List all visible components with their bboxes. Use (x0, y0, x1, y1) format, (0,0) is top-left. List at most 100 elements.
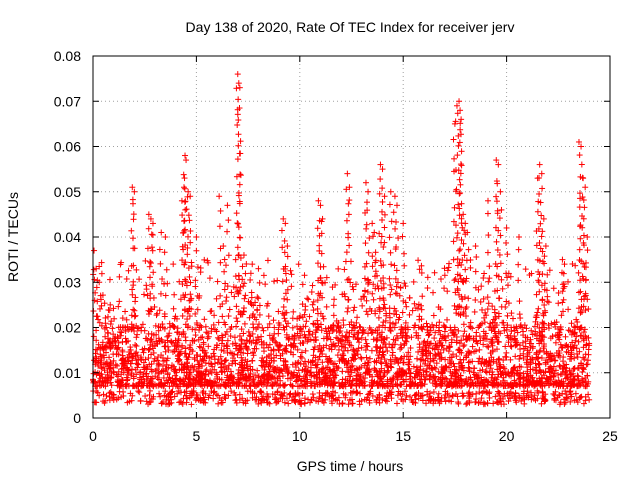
data-point (247, 276, 254, 283)
data-point (369, 220, 376, 227)
data-point (150, 269, 157, 276)
data-point (105, 330, 112, 337)
data-point (90, 333, 97, 340)
data-point (455, 142, 462, 149)
data-point (472, 243, 479, 250)
data-point (581, 293, 588, 300)
data-point (450, 256, 457, 263)
y-tick-label: 0.07 (54, 93, 81, 109)
data-point (381, 224, 388, 231)
data-point (252, 340, 259, 347)
data-point (157, 260, 164, 267)
data-point (287, 341, 294, 348)
data-point (339, 368, 346, 375)
data-point (378, 208, 385, 215)
data-point (386, 201, 393, 208)
data-point (309, 282, 316, 289)
data-point (222, 280, 229, 287)
data-point (288, 283, 295, 290)
y-axis-title: ROTI / TECUs (5, 192, 21, 282)
data-point (141, 291, 148, 298)
data-point (552, 339, 559, 346)
data-point (472, 268, 479, 275)
data-point (363, 221, 370, 228)
data-point (580, 354, 587, 361)
data-point (364, 199, 371, 206)
data-point (331, 343, 338, 350)
data-point (493, 193, 500, 200)
data-point (372, 268, 379, 275)
data-point (515, 261, 522, 268)
data-point (228, 289, 235, 296)
data-point (378, 329, 385, 336)
data-point (372, 249, 379, 256)
chart-title: Day 138 of 2020, Rate Of TEC Index for r… (186, 19, 515, 35)
data-point (427, 390, 434, 397)
data-point (500, 364, 507, 371)
data-point (360, 326, 367, 333)
data-point (403, 392, 410, 399)
data-point (180, 171, 187, 178)
data-point (411, 300, 418, 307)
data-point (420, 357, 427, 364)
data-point (556, 362, 563, 369)
data-point (515, 277, 522, 284)
data-point (234, 220, 241, 227)
data-point (504, 251, 511, 258)
data-point (236, 150, 243, 157)
data-point (481, 270, 488, 277)
data-point (279, 244, 286, 251)
data-point (538, 355, 545, 362)
data-point (406, 365, 413, 372)
data-point (387, 249, 394, 256)
data-point (201, 256, 208, 263)
data-point (158, 400, 165, 407)
data-point (302, 334, 309, 341)
data-point (233, 315, 240, 322)
data-point (100, 391, 107, 398)
data-point (125, 267, 132, 274)
data-point (441, 323, 448, 330)
data-point (582, 184, 589, 191)
data-point (180, 218, 187, 225)
data-point (580, 232, 587, 239)
data-point (454, 262, 461, 269)
data-point (394, 335, 401, 342)
data-point (194, 264, 201, 271)
data-point (369, 263, 376, 270)
data-point (507, 356, 514, 363)
data-point (378, 233, 385, 240)
data-point (225, 217, 232, 224)
data-point (247, 382, 254, 389)
data-point (392, 290, 399, 297)
y-tick-label: 0.03 (54, 274, 81, 290)
data-point (130, 306, 137, 313)
data-point (217, 259, 224, 266)
data-point (289, 324, 296, 331)
data-point (213, 295, 220, 302)
data-point (581, 356, 588, 363)
data-point (391, 193, 398, 200)
data-point (145, 225, 152, 232)
data-point (161, 249, 168, 256)
data-point (584, 247, 591, 254)
data-point (397, 341, 404, 348)
x-tick-label: 10 (292, 428, 308, 444)
data-point (365, 188, 372, 195)
data-point (485, 278, 492, 285)
data-point (147, 274, 154, 281)
data-point (545, 299, 552, 306)
data-point (458, 162, 465, 169)
data-point (364, 311, 371, 318)
data-point (148, 231, 155, 238)
data-point (379, 185, 386, 192)
data-point (183, 354, 190, 361)
data-point (515, 246, 522, 253)
data-point (379, 198, 386, 205)
data-point (142, 393, 149, 400)
data-point (184, 316, 191, 323)
data-point (181, 185, 188, 192)
data-point (347, 258, 354, 265)
data-point (430, 289, 437, 296)
data-point (463, 401, 470, 408)
